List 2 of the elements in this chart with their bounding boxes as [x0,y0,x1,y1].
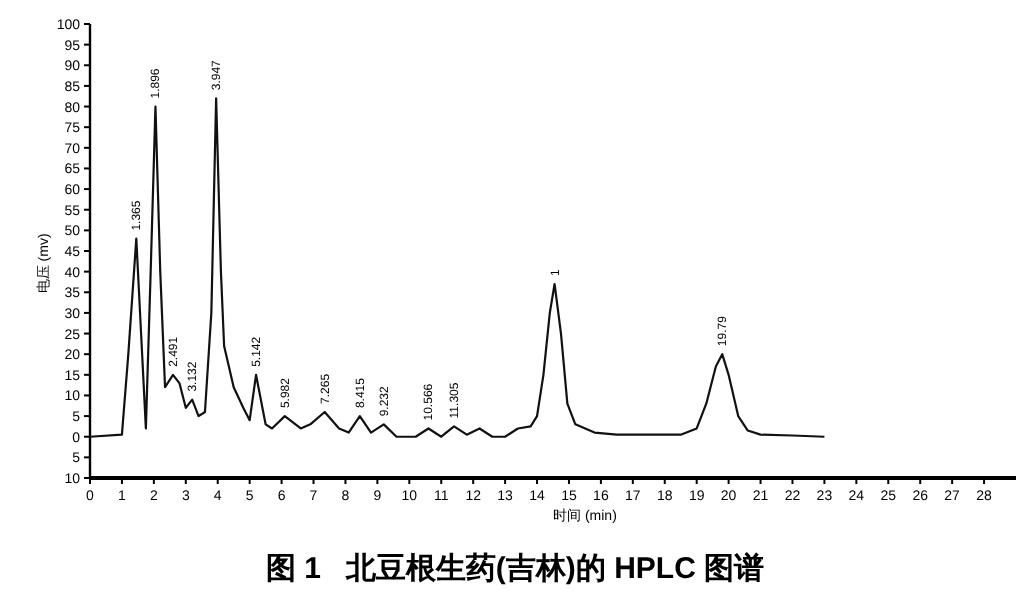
text: 图 1 北豆根生药(吉林)的 HPLC 图谱 [265,550,765,586]
line-series [88,97,826,438]
